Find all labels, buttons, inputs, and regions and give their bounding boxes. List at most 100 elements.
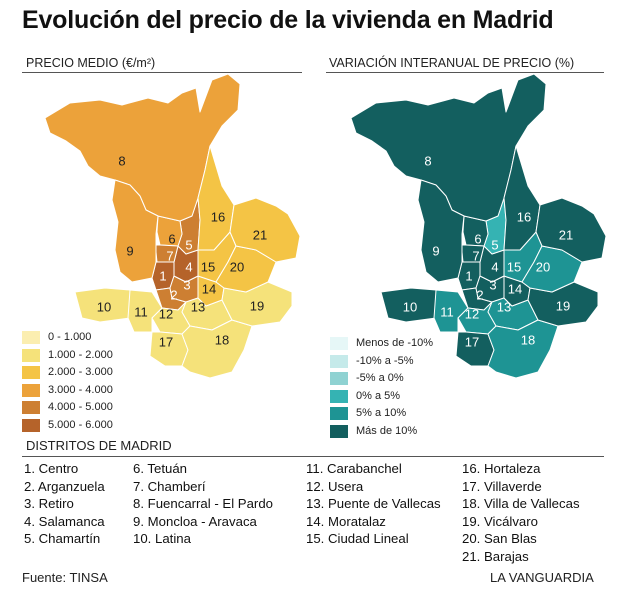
districts-divider (22, 456, 604, 457)
district-5-label: 5 (491, 237, 498, 252)
right-map-divider (326, 72, 604, 73)
district-11-label: 11 (440, 304, 454, 319)
legend-swatch (330, 354, 348, 368)
district-9-area (417, 179, 465, 283)
district-9-area (111, 179, 159, 283)
district-list-item: 12. Usera (306, 478, 364, 494)
legend-swatch (22, 331, 40, 344)
district-13-label: 13 (497, 299, 511, 314)
legend-label: Menos de -10% (356, 337, 434, 349)
district-2-label: 2 (170, 287, 177, 302)
district-list-item: 20. San Blas (462, 531, 537, 547)
legend-label: 0% a 5% (356, 389, 401, 402)
district-19-label: 19 (556, 298, 570, 313)
district-20-label: 20 (536, 259, 550, 274)
district-18-label: 18 (215, 332, 229, 347)
right-map-heading: VARIACIÓN INTERANUAL DE PRECIO (%) (329, 56, 575, 70)
district-3-label: 3 (489, 277, 496, 292)
districts-heading: DISTRITOS DE MADRID (26, 438, 172, 453)
district-5-label: 5 (185, 237, 192, 252)
legend-swatch (330, 407, 348, 420)
district-18-area (487, 319, 559, 379)
district-list-item: 6. Tetuán (133, 461, 188, 476)
legend-swatch (22, 348, 40, 362)
district-21-area (229, 197, 301, 263)
district-18-area (181, 319, 253, 379)
page-title: Evolución del precio de la vivienda en M… (22, 6, 554, 34)
district-10-label: 10 (97, 299, 111, 314)
district-15-label: 15 (507, 259, 521, 274)
left-map-divider (22, 72, 302, 73)
district-list-item: 9. Moncloa - Aravaca (133, 513, 257, 529)
district-7-label: 7 (166, 248, 173, 263)
legend-swatch (22, 401, 40, 414)
district-13-label: 13 (191, 299, 205, 314)
legend-label: 2.000 - 3.000 (48, 366, 113, 378)
district-12-label: 12 (465, 306, 479, 321)
districts-column-2: 6. Tetuán 7. Chamberí 8. Fuencarral - El… (133, 460, 273, 548)
district-7-label: 7 (472, 248, 479, 263)
district-4-label: 4 (491, 259, 498, 274)
district-list-item: 14. Moratalaz (306, 513, 386, 529)
legend-label: -10% a -5% (356, 354, 414, 367)
legend-swatch (330, 424, 348, 438)
district-17-label: 17 (465, 334, 479, 349)
district-list-item: 5. Chamartín (24, 531, 101, 547)
district-list-item: 19. Vicálvaro (462, 513, 538, 529)
district-3-label: 3 (183, 277, 190, 292)
district-16-label: 16 (517, 209, 531, 224)
district-list-item: 2. Arganzuela (24, 478, 105, 494)
legend-label: 1.000 - 2.000 (48, 348, 113, 361)
legend-label: 5.000 - 6.000 (48, 418, 113, 431)
district-10-label: 10 (403, 299, 417, 314)
source-note: Fuente: TINSA (22, 570, 108, 585)
district-11-label: 11 (134, 304, 148, 319)
legend-label: Más de 10% (356, 424, 418, 437)
district-2-label: 2 (476, 287, 483, 302)
district-1-label: 1 (465, 268, 472, 283)
district-4-label: 4 (185, 259, 192, 274)
districts-column-3: 11. Carabanchel 12. Usera 13. Puente de … (306, 460, 441, 548)
district-21-area (535, 197, 607, 263)
district-11-area (127, 289, 163, 333)
district-list-item: 1. Centro (24, 461, 79, 476)
legend-label: 0 - 1.000 (48, 331, 92, 343)
district-list-item: 3. Retiro (24, 496, 74, 512)
district-list-item: 15. Ciudad Lineal (306, 531, 409, 547)
district-list-item: 17. Villaverde (462, 478, 542, 494)
district-19-label: 19 (250, 298, 264, 313)
district-11-area (433, 289, 469, 333)
district-list-item: 10. Latina (133, 531, 191, 547)
district-21-label: 21 (253, 227, 267, 242)
districts-column-4: 16. Hortaleza 17. Villaverde 18. Villa d… (462, 460, 580, 566)
district-8-label: 8 (118, 153, 125, 168)
district-14-label: 14 (202, 281, 216, 296)
legend-label: 4.000 - 5.000 (48, 401, 113, 413)
legend-swatch (330, 389, 348, 403)
legend-swatch (22, 418, 40, 432)
district-17-label: 17 (159, 334, 173, 349)
district-list-item: 18. Villa de Vallecas (462, 496, 580, 512)
left-map-heading: PRECIO MEDIO (€/m²) (26, 56, 156, 70)
district-21-label: 21 (559, 227, 573, 242)
publisher-brand: LA VANGUARDIA (490, 570, 594, 585)
district-9-label: 9 (432, 243, 439, 258)
legend-label: 3.000 - 4.000 (48, 383, 113, 396)
legend-label: 5% a 10% (356, 407, 407, 419)
district-list-item: 11. Carabanchel (306, 461, 402, 476)
district-20-label: 20 (230, 259, 244, 274)
legend-swatch (22, 383, 40, 397)
district-list-item: 4. Salamanca (24, 513, 105, 529)
legend-swatch (330, 372, 348, 385)
district-list-item: 13. Puente de Vallecas (306, 496, 441, 512)
district-12-label: 12 (159, 306, 173, 321)
legend-label: -5% a 0% (356, 372, 404, 384)
district-list-item: 16. Hortaleza (462, 461, 541, 476)
legend-swatch (330, 337, 348, 350)
district-1-label: 1 (159, 268, 166, 283)
district-16-label: 16 (211, 209, 225, 224)
district-14-label: 14 (508, 281, 522, 296)
district-6-label: 6 (474, 231, 481, 246)
